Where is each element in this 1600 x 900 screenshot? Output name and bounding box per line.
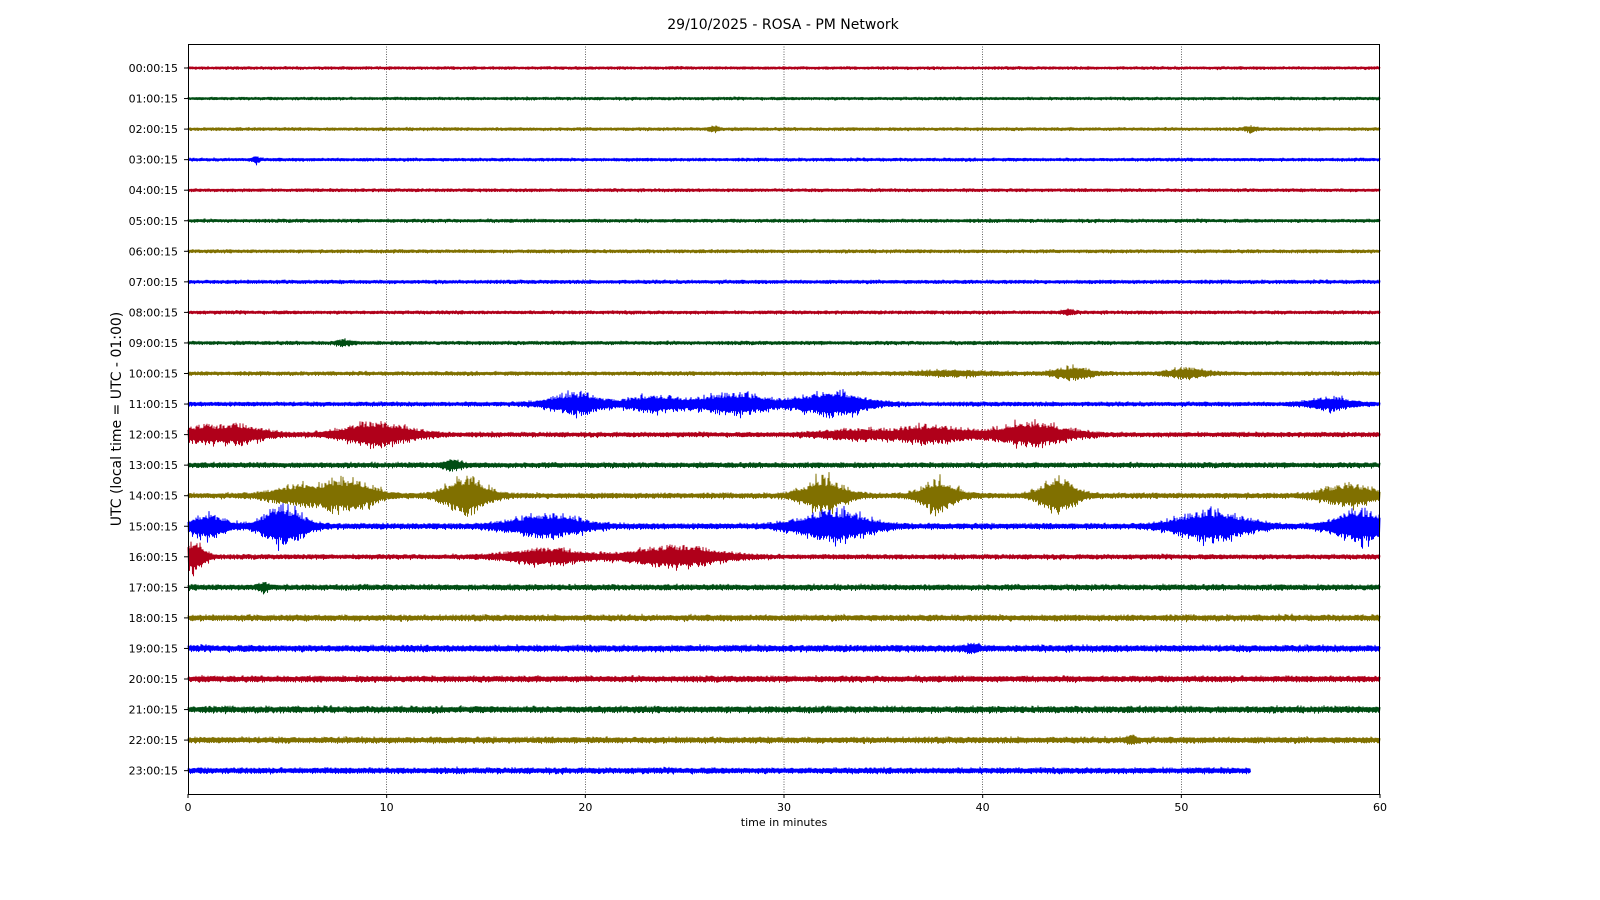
trace-01-00-15 xyxy=(187,96,1381,101)
trace-18-00-15 xyxy=(187,613,1381,623)
trace-11-00-15 xyxy=(187,389,1381,419)
trace-06-00-15 xyxy=(187,248,1381,254)
row-label: 17:00:15 xyxy=(129,581,178,594)
y-axis-label: UTC (local time = UTC - 01:00) xyxy=(109,312,125,527)
y-axis: 00:00:15 01:00:15 02:00:15 03:00:15 04:00:15… xyxy=(129,62,188,778)
trace-13-00-15 xyxy=(187,459,1381,472)
row-label: 11:00:15 xyxy=(129,398,178,411)
trace-12-00-15 xyxy=(187,419,1381,450)
row-label: 21:00:15 xyxy=(129,704,178,717)
row-label: 03:00:15 xyxy=(129,154,178,167)
x-tick-label: 10 xyxy=(380,801,394,814)
trace-03-00-15 xyxy=(187,156,1381,166)
row-label: 22:00:15 xyxy=(129,734,178,747)
row-label: 12:00:15 xyxy=(129,429,178,442)
row-label: 16:00:15 xyxy=(129,551,178,564)
row-label: 10:00:15 xyxy=(129,368,178,381)
row-label: 02:00:15 xyxy=(129,123,178,136)
x-tick-label: 20 xyxy=(578,801,592,814)
row-label: 06:00:15 xyxy=(129,245,178,258)
grid-lines xyxy=(386,44,1182,794)
trace-15-00-15 xyxy=(187,503,1381,551)
trace-10-00-15 xyxy=(187,364,1381,382)
x-axis-label: time in minutes xyxy=(741,816,828,829)
row-label: 13:00:15 xyxy=(129,459,178,472)
trace-17-00-15 xyxy=(187,581,1381,595)
x-tick-label: 30 xyxy=(777,801,791,814)
row-label: 07:00:15 xyxy=(129,276,178,289)
trace-21-00-15 xyxy=(187,704,1381,715)
trace-00-00-15 xyxy=(187,65,1381,71)
x-tick-label: 0 xyxy=(185,801,192,814)
trace-07-00-15 xyxy=(187,279,1381,285)
chart-title: 29/10/2025 - ROSA - PM Network xyxy=(667,17,899,33)
trace-22-00-15 xyxy=(187,734,1381,745)
trace-23-00-15 xyxy=(187,766,1251,775)
row-label: 09:00:15 xyxy=(129,337,178,350)
trace-14-00-15 xyxy=(187,472,1381,517)
trace-16-00-15 xyxy=(187,541,1381,577)
x-tick-label: 40 xyxy=(976,801,990,814)
row-label: 04:00:15 xyxy=(129,184,178,197)
row-label: 18:00:15 xyxy=(129,612,178,625)
x-axis: 0 10 20 30 40 50 60 xyxy=(185,794,1387,814)
x-tick-label: 50 xyxy=(1174,801,1188,814)
traces xyxy=(187,65,1381,775)
row-label: 05:00:15 xyxy=(129,215,178,228)
trace-04-00-15 xyxy=(187,187,1381,193)
trace-20-00-15 xyxy=(187,674,1381,684)
row-label: 19:00:15 xyxy=(129,642,178,655)
x-tick-label: 60 xyxy=(1373,801,1387,814)
trace-08-00-15 xyxy=(187,308,1381,316)
row-label: 08:00:15 xyxy=(129,306,178,319)
trace-19-00-15 xyxy=(187,642,1381,655)
row-label: 20:00:15 xyxy=(129,673,178,686)
row-label: 00:00:15 xyxy=(129,62,178,75)
trace-02-00-15 xyxy=(187,125,1381,134)
row-label: 01:00:15 xyxy=(129,93,178,106)
row-label: 15:00:15 xyxy=(129,520,178,533)
row-label: 23:00:15 xyxy=(129,765,178,778)
row-label: 14:00:15 xyxy=(129,490,178,503)
trace-05-00-15 xyxy=(187,218,1381,224)
trace-09-00-15 xyxy=(187,338,1381,348)
